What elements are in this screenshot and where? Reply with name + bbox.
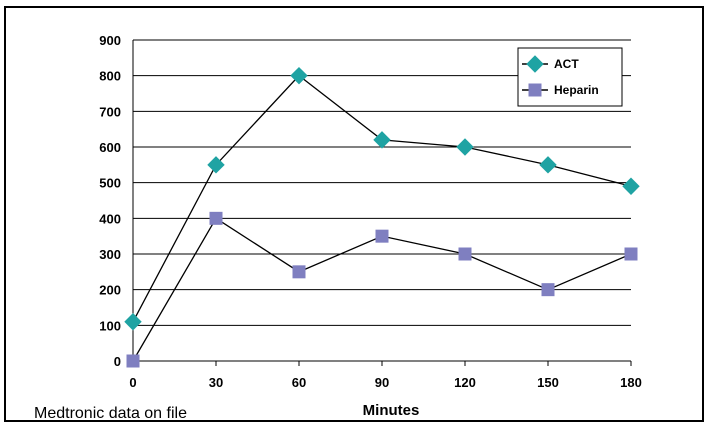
act-point xyxy=(373,131,391,149)
y-tick-label: 600 xyxy=(99,140,121,155)
y-tick-label: 700 xyxy=(99,104,121,119)
y-tick-label: 200 xyxy=(99,283,121,298)
y-tick-label: 900 xyxy=(99,33,121,48)
act-point xyxy=(456,138,474,156)
act-point xyxy=(622,177,640,195)
x-axis-title: Minutes xyxy=(363,402,420,419)
act-point xyxy=(124,313,142,331)
legend-heparin-marker xyxy=(528,83,542,97)
y-tick-label: 800 xyxy=(99,69,121,84)
y-tick-label: 100 xyxy=(99,318,121,333)
legend-act-marker xyxy=(526,55,544,73)
heparin-point xyxy=(541,283,555,297)
legend-act-label: ACT xyxy=(554,57,579,71)
heparin-point xyxy=(375,229,389,243)
x-tick-label: 150 xyxy=(537,375,559,390)
y-tick-label: 0 xyxy=(114,354,121,369)
act-series-line xyxy=(132,74,632,323)
y-tick-label: 300 xyxy=(99,247,121,262)
act-point xyxy=(207,156,225,174)
x-tick-label: 30 xyxy=(209,375,223,390)
footnote: Medtronic data on file xyxy=(34,405,187,422)
x-tick-label: 60 xyxy=(292,375,306,390)
heparin-point xyxy=(126,354,140,368)
x-tick-label: 120 xyxy=(454,375,476,390)
heparin-point xyxy=(624,247,638,261)
act-point xyxy=(290,66,308,85)
x-tick-label: 90 xyxy=(375,375,389,390)
y-tick-label: 400 xyxy=(99,211,121,226)
x-tick-label: 0 xyxy=(129,375,136,390)
act-point xyxy=(539,156,557,174)
x-tick-label: 180 xyxy=(620,375,642,390)
y-tick-label: 500 xyxy=(99,176,121,191)
legend-heparin-label: Heparin xyxy=(554,83,599,97)
heparin-point xyxy=(209,211,223,225)
heparin-point xyxy=(458,247,472,261)
heparin-point xyxy=(292,265,306,279)
